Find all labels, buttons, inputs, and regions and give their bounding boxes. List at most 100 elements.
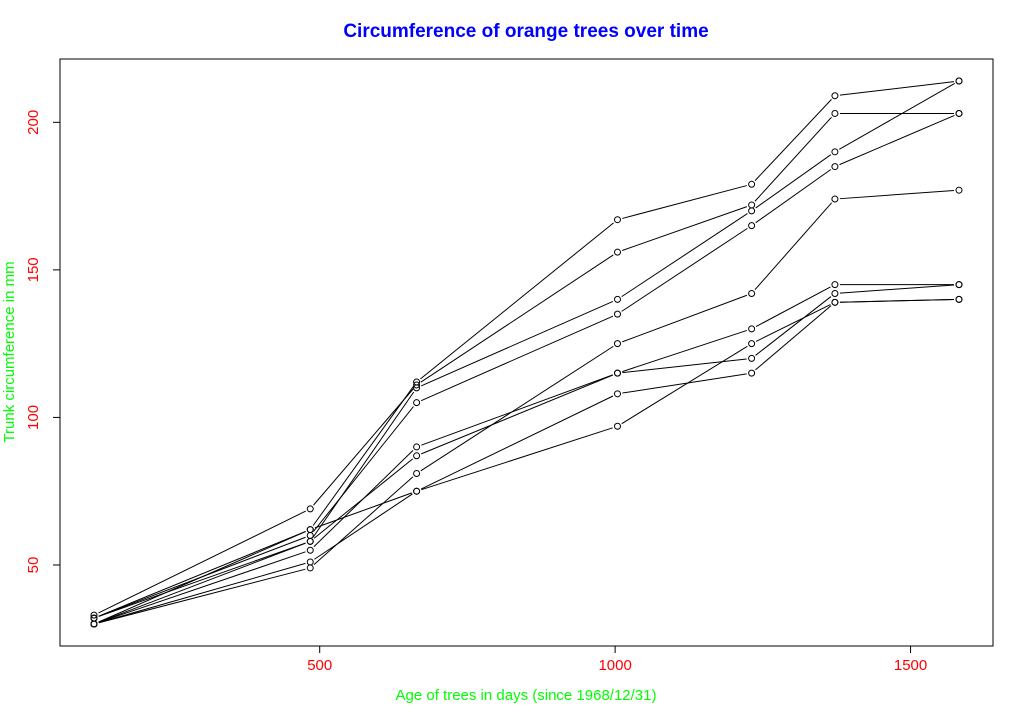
chart-title: Circumference of orange trees over time: [343, 21, 708, 42]
data-point: [413, 487, 421, 495]
data-point: [613, 248, 621, 256]
y-tick-label: 100: [25, 405, 42, 430]
data-point: [831, 281, 839, 289]
series-line-segment: [839, 114, 955, 166]
series-line-segment: [98, 542, 306, 623]
data-point: [306, 526, 314, 534]
data-point: [955, 186, 963, 194]
series-line-segment: [421, 374, 613, 446]
series-line-segment: [621, 294, 748, 343]
data-point: [306, 564, 314, 572]
data-point: [613, 295, 621, 303]
series-line-segment: [755, 169, 832, 224]
x-axis: 500 1000 1500: [307, 646, 927, 674]
x-tick-label: 1500: [894, 657, 927, 674]
series-line-segment: [839, 83, 955, 150]
data-point: [413, 469, 421, 477]
series-line-segment: [312, 406, 414, 532]
series-line-segment: [420, 300, 614, 387]
series-1: [90, 281, 963, 628]
x-tick-label: 500: [307, 657, 332, 674]
series-line-segment: [621, 345, 748, 425]
data-point: [748, 369, 756, 377]
data-point: [413, 399, 421, 407]
series-line-segment: [98, 530, 306, 617]
data-point: [306, 537, 314, 545]
data-point: [748, 354, 756, 362]
series-line-segment: [98, 510, 306, 614]
series-line-segment: [421, 427, 613, 491]
series-2: [90, 109, 963, 619]
data-point: [613, 369, 621, 377]
data-point: [831, 92, 839, 100]
series-line-segment: [98, 536, 306, 617]
data-point: [413, 384, 421, 392]
series-line-segment: [621, 213, 748, 298]
data-point: [748, 325, 756, 333]
data-point: [413, 443, 421, 451]
y-axis: 50 100 150 200: [25, 110, 60, 574]
series-8: [90, 109, 963, 622]
y-tick-label: 150: [25, 257, 42, 282]
series-line-segment: [98, 551, 306, 623]
data-point: [831, 289, 839, 297]
data-point: [613, 422, 621, 430]
x-axis-label: Age of trees in days (since 1968/12/31): [396, 687, 657, 704]
series-line-segment: [839, 298, 955, 303]
series-line-segment: [839, 81, 955, 96]
data-point: [831, 109, 839, 117]
data-point: [613, 310, 621, 318]
series-line-segment: [622, 185, 747, 219]
series-line-segment: [622, 206, 748, 251]
series-7: [90, 77, 963, 622]
series-line-segment: [755, 296, 832, 356]
y-tick-label: 200: [25, 110, 42, 135]
data-point: [413, 381, 421, 389]
series-line-segment: [312, 391, 415, 538]
data-point: [613, 390, 621, 398]
data-point: [831, 163, 839, 171]
series-line-segment: [98, 568, 306, 624]
data-point: [955, 77, 963, 85]
data-point: [90, 611, 98, 619]
series-line-segment: [755, 305, 832, 371]
series-6: [90, 295, 963, 628]
series-line-segment: [314, 492, 413, 529]
series-line-segment: [420, 345, 614, 472]
series-line-segment: [420, 254, 614, 383]
series-line-segment: [839, 190, 955, 200]
series-line-segment: [314, 493, 413, 560]
data-point: [748, 289, 756, 297]
series-layer: [90, 77, 963, 628]
data-point: [306, 546, 314, 554]
data-point: [90, 620, 98, 628]
data-point: [831, 148, 839, 156]
series-line-segment: [98, 542, 306, 617]
series-line-segment: [420, 315, 614, 402]
y-tick-label: 50: [25, 557, 42, 574]
data-point: [955, 295, 963, 303]
data-point: [748, 222, 756, 230]
data-point: [831, 298, 839, 306]
data-point: [955, 281, 963, 289]
data-point: [748, 201, 756, 209]
series-line-segment: [622, 329, 748, 373]
data-point: [306, 531, 314, 539]
data-point: [955, 109, 963, 117]
series-3: [90, 295, 963, 628]
series-line-segment: [839, 284, 955, 294]
series-line-segment: [98, 562, 306, 624]
data-point: [306, 558, 314, 566]
data-point: [413, 452, 421, 460]
data-point: [613, 216, 621, 224]
series-line-segment: [313, 388, 414, 506]
series-line-segment: [754, 99, 832, 181]
series-line-segment: [622, 373, 747, 394]
series-line-segment: [622, 358, 747, 374]
y-axis-label: Trunk circumference in mm: [1, 261, 18, 442]
data-point: [306, 505, 314, 513]
series-line-segment: [420, 222, 614, 380]
data-point: [748, 180, 756, 188]
data-point: [613, 340, 621, 348]
series-line-segment: [755, 154, 832, 209]
